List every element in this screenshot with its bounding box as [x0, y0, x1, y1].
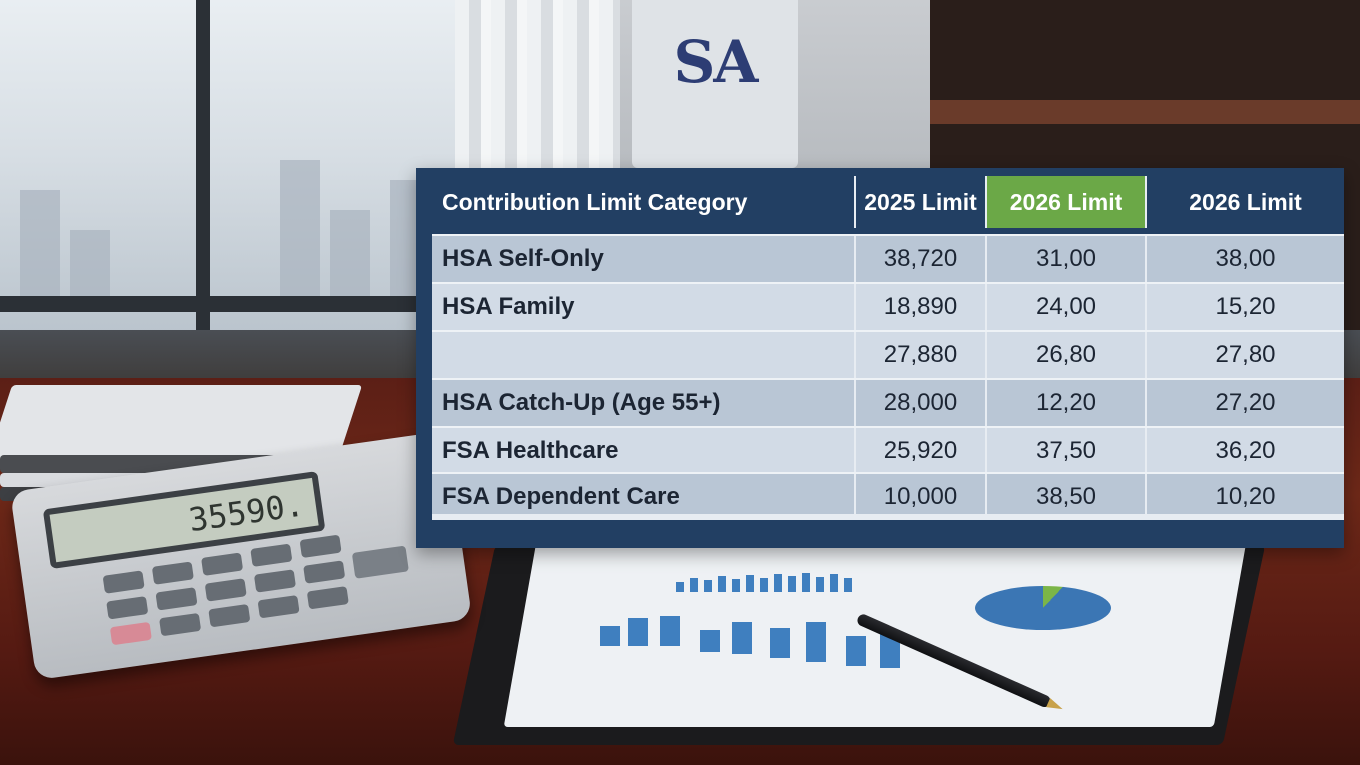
row-category: FSA Dependent Care [432, 474, 856, 520]
row-value-2026-alt: 15,20 [1215, 293, 1276, 320]
row-value-2025: 27,880 [856, 332, 987, 378]
calculator-readout: 35590. [186, 485, 307, 540]
paper-pie-chart [975, 586, 1111, 630]
row-value-2025: 25,920 [856, 428, 987, 474]
header-category: Contribution Limit Category [432, 176, 856, 228]
table-footer-rule [432, 514, 1344, 520]
row-value-2026: 38,50 [987, 474, 1147, 520]
table-row: FSA Dependent Care 10,000 38,50 10,20 [432, 472, 1344, 520]
row-value-2026: 31,00 [987, 236, 1147, 282]
row-value-2026: 12,20 [987, 380, 1147, 426]
row-category [432, 332, 856, 378]
row-category: HSA Catch-Up (Age 55+) [432, 380, 856, 426]
table-header-row: Contribution Limit Category 2025 Limit 2… [432, 176, 1344, 228]
table-row: HSA Self-Only 38,720 31,00 38,00 [432, 234, 1344, 282]
header-2026-limit-highlight: 2026 Limit [987, 176, 1147, 228]
table-row: HSA Family 18,890 24,00 15,20 [432, 282, 1344, 330]
row-value-2026: 24,00 [987, 284, 1147, 330]
row-value-2026-alt: 38,00 [1215, 245, 1276, 272]
table-row: HSA Catch-Up (Age 55+) 28,000 12,20 27,2… [432, 378, 1344, 426]
header-2026-limit: 2026 Limit [1189, 188, 1302, 215]
window-frame [196, 0, 210, 330]
shelf-board [930, 100, 1360, 124]
row-value-2026: 37,50 [987, 428, 1147, 474]
row-value-2026-alt: 10,20 [1215, 483, 1276, 510]
row-value-2026-alt: 27,20 [1215, 389, 1276, 416]
table-row: FSA Healthcare 25,920 37,50 36,20 [432, 426, 1344, 474]
row-value-2026: 26,80 [987, 332, 1147, 378]
report-binder [0, 385, 363, 460]
row-value-2025: 38,720 [856, 236, 987, 282]
table-row: 27,880 26,80 27,80 [432, 330, 1344, 378]
row-value-2026-alt: 36,20 [1215, 437, 1276, 464]
row-value-2025: 18,890 [856, 284, 987, 330]
window-sill [0, 296, 470, 312]
row-value-2025: 28,000 [856, 380, 987, 426]
row-category: HSA Family [432, 284, 856, 330]
banner-logo-text: SA [673, 28, 759, 96]
office-window [0, 0, 470, 340]
row-category: HSA Self-Only [432, 236, 856, 282]
contribution-limits-table: Contribution Limit Category 2025 Limit 2… [416, 168, 1344, 548]
row-category: FSA Healthcare [432, 428, 856, 474]
logo-banner: SA [632, 0, 798, 168]
row-value-2026-alt: 27,80 [1215, 341, 1276, 368]
header-2025-limit: 2025 Limit [856, 176, 987, 228]
row-value-2025: 10,000 [856, 474, 987, 520]
